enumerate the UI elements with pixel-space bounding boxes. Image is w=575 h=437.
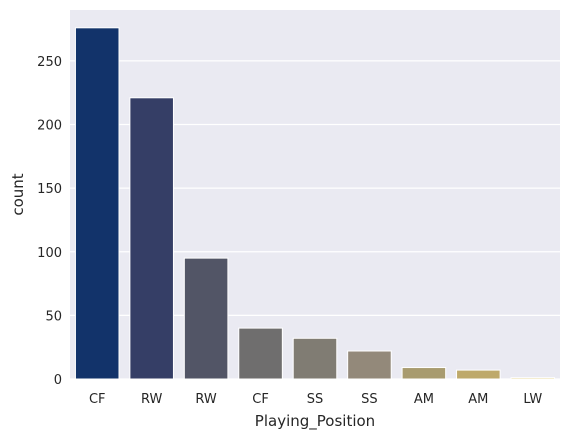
y-tick-labels: 0 50 100 150 200 250 bbox=[37, 55, 62, 388]
y-tick-label: 200 bbox=[37, 119, 62, 134]
y-axis-label: count bbox=[9, 173, 27, 215]
bar-4 bbox=[292, 337, 338, 380]
y-tick-label: 50 bbox=[45, 309, 62, 324]
bar-7 bbox=[456, 369, 501, 380]
x-axis-label: Playing_Position bbox=[255, 412, 375, 431]
x-tick-label: LW bbox=[523, 392, 542, 407]
y-tick-label: 250 bbox=[37, 55, 62, 70]
bars bbox=[74, 27, 556, 380]
x-tick-label: CF bbox=[89, 392, 106, 407]
bar-3 bbox=[238, 327, 283, 380]
x-tick-label: RW bbox=[141, 392, 163, 407]
bar-2 bbox=[183, 257, 229, 380]
bar-8 bbox=[510, 377, 556, 380]
x-tick-label: RW bbox=[195, 392, 217, 407]
x-tick-label: SS bbox=[361, 392, 378, 407]
y-tick-label: 100 bbox=[37, 246, 62, 261]
x-tick-label: AM bbox=[414, 392, 434, 407]
bar-6 bbox=[401, 367, 447, 380]
x-tick-label: CF bbox=[252, 392, 269, 407]
bar-0 bbox=[74, 27, 120, 380]
bar-5 bbox=[347, 350, 392, 380]
x-tick-labels: CF RW RW CF SS SS AM AM LW bbox=[89, 392, 542, 407]
y-tick-label: 0 bbox=[54, 373, 62, 388]
x-tick-label: SS bbox=[307, 392, 324, 407]
x-tick-label: AM bbox=[468, 392, 488, 407]
bar-1 bbox=[129, 97, 174, 380]
y-tick-label: 150 bbox=[37, 182, 62, 197]
